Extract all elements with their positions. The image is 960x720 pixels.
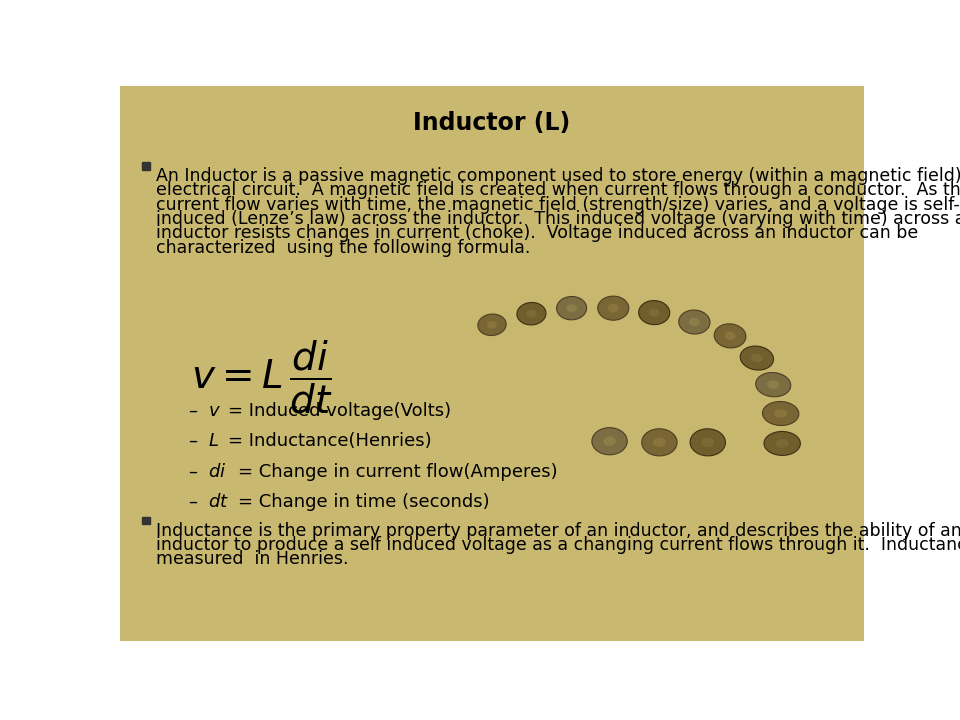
- FancyBboxPatch shape: [544, 287, 599, 330]
- Ellipse shape: [725, 332, 735, 340]
- Ellipse shape: [756, 372, 791, 397]
- Ellipse shape: [557, 297, 587, 320]
- Text: $L$: $L$: [207, 432, 219, 450]
- FancyBboxPatch shape: [26, 0, 960, 720]
- Ellipse shape: [566, 304, 577, 312]
- FancyBboxPatch shape: [674, 416, 741, 469]
- FancyBboxPatch shape: [748, 392, 814, 436]
- Ellipse shape: [592, 428, 627, 455]
- FancyBboxPatch shape: [16, 0, 960, 720]
- Bar: [142, 517, 150, 524]
- Text: = Change in time (seconds): = Change in time (seconds): [237, 493, 490, 511]
- Ellipse shape: [598, 296, 629, 320]
- Ellipse shape: [649, 308, 660, 317]
- Ellipse shape: [679, 310, 710, 334]
- Ellipse shape: [608, 304, 618, 312]
- Ellipse shape: [478, 314, 506, 336]
- Text: induced (Lenze’s law) across the inductor.  This induced voltage (varying with t: induced (Lenze’s law) across the inducto…: [156, 210, 960, 228]
- Text: $v = L\,\dfrac{di}{dt}$: $v = L\,\dfrac{di}{dt}$: [191, 339, 332, 416]
- FancyBboxPatch shape: [588, 287, 639, 329]
- Text: current flow varies with time, the magnetic field (strength/size) varies, and a : current flow varies with time, the magne…: [156, 196, 959, 214]
- Ellipse shape: [740, 346, 774, 370]
- Text: characterized  using the following formula.: characterized using the following formul…: [156, 239, 530, 257]
- Text: electrical circuit.  A magnetic field is created when current flows through a co: electrical circuit. A magnetic field is …: [156, 181, 960, 199]
- Text: An Inductor is a passive magnetic component used to store energy (within a magne: An Inductor is a passive magnetic compon…: [156, 167, 960, 185]
- Ellipse shape: [516, 302, 546, 325]
- FancyBboxPatch shape: [502, 290, 562, 337]
- Ellipse shape: [767, 380, 780, 389]
- Ellipse shape: [641, 428, 677, 456]
- Text: $v$: $v$: [207, 402, 221, 420]
- FancyBboxPatch shape: [22, 0, 960, 720]
- FancyBboxPatch shape: [661, 297, 727, 347]
- FancyBboxPatch shape: [461, 301, 523, 348]
- FancyBboxPatch shape: [720, 331, 794, 384]
- Text: Inductance is the primary property parameter of an inductor, and describes the a: Inductance is the primary property param…: [156, 521, 960, 539]
- Ellipse shape: [638, 300, 670, 325]
- Text: $dt$: $dt$: [207, 493, 228, 511]
- FancyBboxPatch shape: [25, 0, 960, 720]
- Text: inductor to produce a self induced voltage as a changing current flows through i: inductor to produce a self induced volta…: [156, 536, 960, 554]
- Text: –: –: [188, 432, 198, 450]
- Ellipse shape: [776, 439, 788, 448]
- Text: = Change in current flow(Amperes): = Change in current flow(Amperes): [237, 463, 557, 481]
- Text: measured  in Henries.: measured in Henries.: [156, 550, 348, 568]
- Ellipse shape: [604, 436, 615, 446]
- Text: $di$: $di$: [207, 463, 227, 481]
- FancyBboxPatch shape: [751, 423, 813, 464]
- Ellipse shape: [526, 310, 537, 318]
- Ellipse shape: [487, 321, 497, 328]
- FancyBboxPatch shape: [737, 360, 809, 410]
- FancyBboxPatch shape: [625, 289, 684, 336]
- Text: = Induced voltage(Volts): = Induced voltage(Volts): [228, 402, 451, 420]
- Ellipse shape: [751, 354, 762, 362]
- Bar: [142, 162, 150, 169]
- Text: –: –: [188, 463, 198, 481]
- Ellipse shape: [762, 402, 799, 426]
- Text: inductor resists changes in current (choke).  Voltage induced across an inductor: inductor resists changes in current (cho…: [156, 225, 918, 243]
- Text: Inductor (L): Inductor (L): [414, 112, 570, 135]
- Text: –: –: [188, 402, 198, 420]
- Ellipse shape: [764, 431, 801, 456]
- FancyBboxPatch shape: [629, 418, 690, 467]
- Ellipse shape: [653, 438, 665, 447]
- Ellipse shape: [702, 438, 714, 447]
- FancyBboxPatch shape: [581, 418, 638, 464]
- Ellipse shape: [689, 318, 700, 326]
- Ellipse shape: [775, 409, 787, 418]
- Text: = Inductance(Henries): = Inductance(Henries): [228, 432, 431, 450]
- Ellipse shape: [714, 324, 746, 348]
- Ellipse shape: [690, 429, 726, 456]
- Text: –: –: [188, 493, 198, 511]
- FancyBboxPatch shape: [695, 309, 765, 363]
